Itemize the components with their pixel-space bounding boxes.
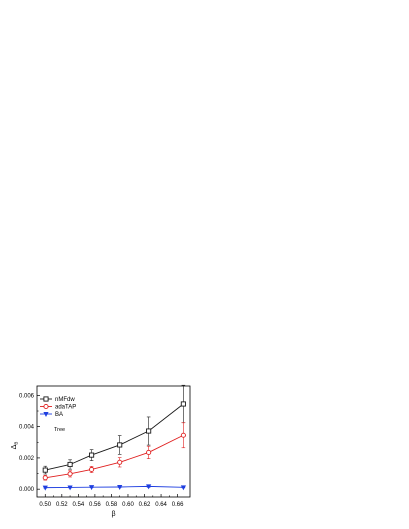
data-point: [180, 485, 186, 491]
data-point: [89, 466, 95, 473]
data-point: [180, 401, 186, 407]
data-point: [89, 452, 95, 458]
data-point: [42, 475, 48, 481]
x-tick-label: 0.56: [89, 502, 101, 508]
legend-item-ba: BA: [40, 412, 63, 418]
legend-marker: [43, 396, 49, 402]
data-point: [146, 484, 152, 490]
data-point: [146, 428, 152, 434]
data-point: [42, 467, 48, 473]
svg-text:ΔB: ΔB: [11, 442, 19, 450]
x-tick-label: 0.58: [106, 502, 118, 508]
x-tick-label: 0.50: [39, 502, 51, 508]
data-point: [42, 485, 48, 491]
legend-marker: [43, 403, 49, 410]
chart-annotation: Tree: [54, 427, 65, 433]
data-point: [117, 442, 123, 448]
series-line-ba: [45, 485, 184, 489]
y-axis-label: ΔB: [11, 442, 19, 450]
data-point: [88, 485, 95, 491]
data-point: [67, 471, 73, 477]
series-nmfdw: [42, 384, 186, 475]
data-point: [117, 459, 123, 465]
ticks-layer: 0.50 0.52 0.54 0.56 0.58 0.60 0.62 0.64 0.66 0.00…: [19, 393, 184, 508]
x-tick-label: 0.66: [172, 502, 184, 508]
x-tick-label: 0.62: [139, 502, 151, 508]
y-tick-label: 0.004: [19, 425, 35, 431]
data-point: [146, 449, 152, 455]
y-tick-label: 0.002: [19, 456, 35, 462]
legend-marker: [43, 412, 49, 417]
x-axis-label: β: [111, 511, 115, 518]
data-point: [117, 485, 123, 490]
legend-item-nmfdw: nMFdw: [40, 396, 75, 403]
legend-label: adaTAP: [55, 405, 76, 411]
data-point: [67, 485, 73, 491]
data-point: [67, 461, 73, 468]
legend-label: nMFdw: [55, 397, 75, 403]
data-point: [180, 432, 186, 438]
series-line-nmfdw: [45, 403, 184, 471]
y-tick-label: 0.000: [19, 487, 35, 493]
y-tick-label: 0.006: [19, 393, 35, 399]
plot-frame: [36, 385, 191, 498]
series-ba: [42, 484, 186, 491]
x-tick-label: 0.60: [122, 502, 134, 508]
series-line-adatap: [45, 434, 184, 479]
series-layer: [42, 384, 186, 491]
y-axis-label-sub: B: [14, 442, 19, 445]
x-tick-label: 0.54: [73, 502, 85, 508]
legend-item-adatap: adaTAP: [40, 403, 76, 411]
y-axis-label-main: Δ: [11, 444, 18, 449]
legend-label: BA: [55, 412, 63, 418]
x-tick-label: 0.52: [56, 502, 68, 508]
series-adatap: [42, 422, 186, 481]
x-tick-label: 0.64: [155, 502, 167, 508]
